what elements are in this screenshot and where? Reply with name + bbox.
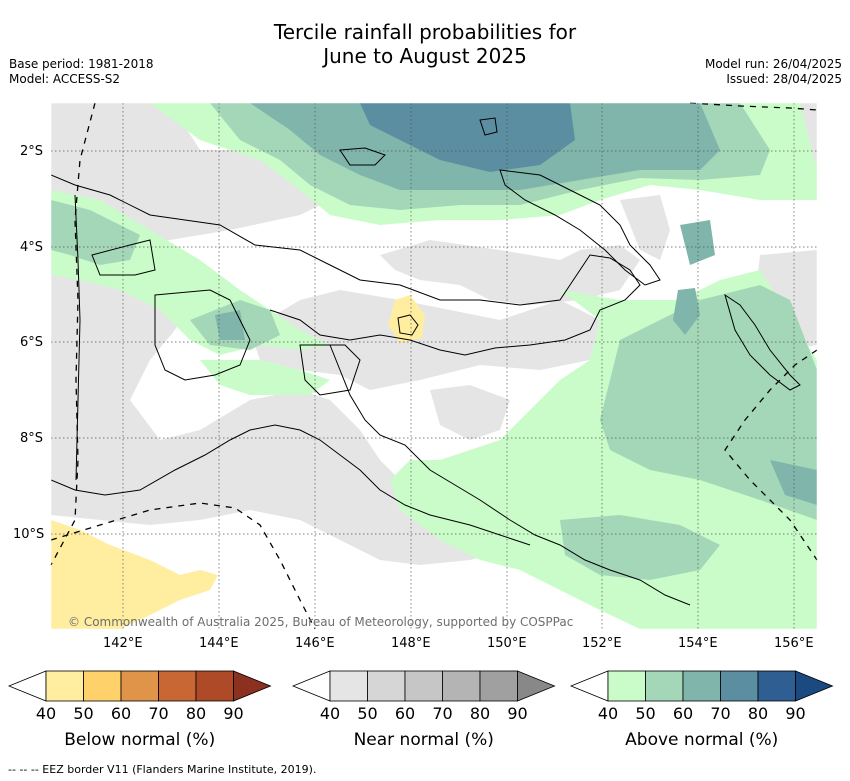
base-period: Base period: 1981-2018 — [9, 57, 154, 71]
lon-label: 156°E — [774, 636, 814, 651]
above-normal-50 — [600, 285, 817, 520]
above-normal-70 — [360, 103, 575, 172]
above-normal-tick-label: 60 — [672, 704, 694, 723]
below-normal-colorbar-segment — [195, 670, 234, 702]
near-normal-tick-label: 70 — [432, 704, 453, 723]
lat-label: 8°S — [20, 431, 44, 446]
below-normal-colorbar-segment — [120, 670, 159, 702]
near-normal-tick-label: 90 — [507, 704, 528, 723]
above-normal-colorbar-segment — [720, 670, 759, 702]
near-normal-colorbar-segment — [479, 670, 518, 702]
copyright-text: © Commonwealth of Australia 2025, Bureau… — [68, 615, 574, 629]
near-normal-area — [620, 195, 670, 260]
model-name: Model: ACCESS-S2 — [9, 72, 121, 86]
above-normal-colorbar-segment — [645, 670, 684, 702]
below-normal-colorbar-segment — [83, 670, 122, 702]
near-normal-tick-label: 40 — [319, 704, 341, 723]
near-normal-colorbar-segment — [329, 670, 368, 702]
lon-label: 154°E — [678, 636, 718, 651]
map-fields — [51, 103, 817, 629]
above-normal-tick-label: 70 — [710, 704, 731, 723]
near-normal-area — [380, 240, 640, 305]
above-normal-tick-label: 80 — [747, 704, 769, 723]
below-normal-colorbar-title: Below normal (%) — [64, 730, 216, 750]
below-normal-area — [388, 295, 425, 343]
colorbars — [7, 670, 834, 702]
above-normal-50 — [51, 200, 140, 265]
below-normal-tick-label: 80 — [185, 704, 207, 723]
above-normal-tick-label: 40 — [597, 704, 619, 723]
near-normal-area — [430, 385, 510, 440]
near-normal-tick-label: 60 — [394, 704, 416, 723]
above-normal-60 — [673, 288, 700, 335]
lon-label: 144°E — [199, 636, 239, 651]
page-title: Tercile rainfall probabilities for June … — [0, 20, 850, 68]
meta-left: Base period: 1981-2018 Model: ACCESS-S2 — [9, 57, 154, 87]
lon-label: 152°E — [582, 636, 622, 651]
below-normal-area — [51, 520, 218, 629]
below-normal-tick-label: 60 — [110, 704, 132, 723]
near-normal-area — [51, 250, 560, 565]
below-normal-colorbar-min-extend — [7, 670, 47, 702]
above-normal-60 — [215, 310, 245, 340]
near-normal-colorbar-title: Near normal (%) — [353, 730, 494, 750]
above-normal-colorbar-title: Above normal (%) — [625, 730, 779, 750]
title-line-2: June to August 2025 — [323, 44, 527, 68]
lon-label: 150°E — [487, 636, 527, 651]
above-normal-tick-label: 50 — [635, 704, 656, 723]
meta-right: Model run: 26/04/2025 Issued: 28/04/2025 — [705, 57, 842, 87]
above-normal-colorbar-min-extend — [569, 670, 609, 702]
near-normal-colorbar-segment — [367, 670, 406, 702]
above-normal-colorbar-segment — [607, 670, 646, 702]
near-normal-tick-label: 80 — [469, 704, 491, 723]
lon-label: 142°E — [103, 636, 143, 651]
above-normal-60 — [680, 220, 715, 265]
model-run: Model run: 26/04/2025 — [704, 57, 842, 71]
near-normal-colorbar-segment — [442, 670, 481, 702]
below-normal-tick-label: 70 — [148, 704, 169, 723]
above-normal-60 — [770, 460, 817, 505]
above-normal-50 — [560, 515, 720, 580]
below-normal-colorbar-segment — [158, 670, 197, 702]
near-normal-colorbar-segment — [404, 670, 443, 702]
below-normal-colorbar-max-extend — [233, 670, 272, 702]
below-normal-tick-label: 90 — [223, 704, 244, 723]
above-normal-tick-label: 90 — [785, 704, 806, 723]
title-line-1: Tercile rainfall probabilities for — [273, 20, 577, 44]
near-normal-colorbar-min-extend — [291, 670, 331, 702]
above-normal-colorbar-segment — [757, 670, 796, 702]
below-normal-tick-label: 50 — [73, 704, 94, 723]
eez-border — [50, 102, 818, 630]
map-frame — [50, 102, 818, 630]
lat-label: 4°S — [20, 240, 44, 255]
issued-date: Issued: 28/04/2025 — [726, 72, 842, 86]
near-normal-tick-label: 50 — [357, 704, 378, 723]
above-normal-40 — [200, 360, 330, 395]
lat-label: 10°S — [13, 527, 45, 542]
lat-label: 6°S — [20, 335, 44, 350]
lon-label: 148°E — [391, 636, 431, 651]
below-normal-colorbar-segment — [45, 670, 84, 702]
near-normal-colorbar-max-extend — [517, 670, 556, 702]
lat-label: 2°S — [20, 144, 44, 159]
above-normal-colorbar-segment — [682, 670, 721, 702]
above-normal-colorbar-max-extend — [795, 670, 834, 702]
eez-footnote: -- -- -- EEZ border V11 (Flanders Marine… — [8, 763, 317, 776]
below-normal-tick-label: 40 — [35, 704, 57, 723]
lon-label: 146°E — [295, 636, 335, 651]
